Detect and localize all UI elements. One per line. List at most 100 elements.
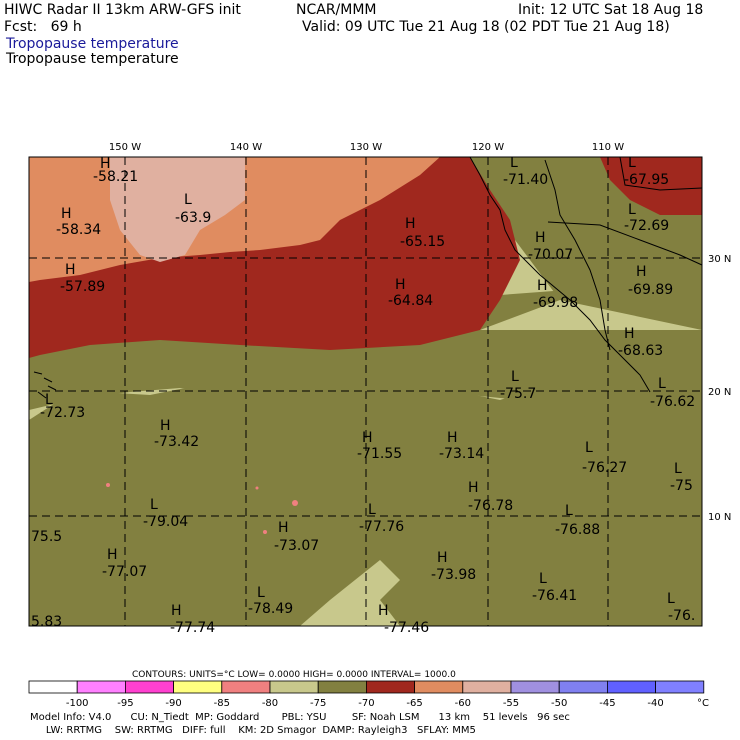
legend-swatch bbox=[269, 680, 319, 694]
low-value: -76.27 bbox=[582, 460, 627, 476]
legend-swatch bbox=[510, 680, 560, 694]
low-marker: L bbox=[45, 392, 53, 408]
low-marker: L bbox=[511, 369, 519, 385]
low-value: -75 bbox=[670, 478, 693, 494]
field-title-contour: Tropopause temperature bbox=[6, 51, 179, 67]
high-value: -58.34 bbox=[56, 222, 101, 238]
legend-swatch bbox=[28, 680, 78, 694]
low-value: -75.7 bbox=[500, 386, 536, 402]
low-value: -76.88 bbox=[555, 522, 600, 538]
lat-label: 10 N bbox=[708, 512, 731, 523]
legend-tick-label: -75 bbox=[310, 698, 326, 709]
low-value: -72.73 bbox=[40, 405, 85, 421]
high-value: -58.21 bbox=[93, 169, 138, 185]
high-value: -65.15 bbox=[400, 234, 445, 250]
low-value: -79.04 bbox=[143, 514, 188, 530]
lon-label: 120 W bbox=[472, 142, 504, 153]
high-marker: H bbox=[447, 430, 458, 446]
low-marker: L bbox=[628, 155, 636, 171]
edge-value: 75.5 bbox=[31, 529, 62, 545]
lon-label: 150 W bbox=[109, 142, 141, 153]
legend-swatch bbox=[558, 680, 608, 694]
legend-tick-label: -40 bbox=[647, 698, 663, 709]
high-marker: H bbox=[171, 603, 182, 619]
legend-swatch bbox=[317, 680, 367, 694]
low-marker: L bbox=[150, 497, 158, 513]
high-marker: H bbox=[624, 326, 635, 342]
high-value: -68.63 bbox=[618, 343, 663, 359]
valid-time: Valid: 09 UTC Tue 21 Aug 18 (02 PDT Tue … bbox=[302, 19, 670, 35]
lat-label: 20 N bbox=[708, 387, 731, 398]
map-frame bbox=[28, 156, 703, 627]
shade-band-minus75 bbox=[29, 280, 702, 626]
high-value: -77.46 bbox=[384, 620, 429, 636]
legend-swatch bbox=[414, 680, 464, 694]
high-value: -73.07 bbox=[274, 538, 319, 554]
low-marker: L bbox=[257, 585, 265, 601]
high-marker: H bbox=[437, 550, 448, 566]
high-marker: H bbox=[160, 418, 171, 434]
low-value: -63.9 bbox=[175, 210, 211, 226]
low-value: -78.49 bbox=[248, 601, 293, 617]
high-marker: H bbox=[65, 262, 76, 278]
high-marker: H bbox=[378, 603, 389, 619]
hawaii-islands bbox=[33, 371, 57, 399]
low-marker: L bbox=[628, 202, 636, 218]
high-marker: H bbox=[468, 480, 479, 496]
high-value: -73.42 bbox=[154, 434, 199, 450]
coastline bbox=[469, 156, 651, 393]
run-title: HIWC Radar II 13km ARW-GFS init bbox=[4, 2, 241, 18]
legend-swatch bbox=[173, 680, 223, 694]
high-marker: H bbox=[362, 430, 373, 446]
field-title-shaded: Tropopause temperature bbox=[6, 36, 179, 52]
legend-tick-label: -45 bbox=[599, 698, 615, 709]
legend-unit: °C bbox=[697, 698, 709, 709]
low-marker: L bbox=[565, 503, 573, 519]
high-marker: H bbox=[107, 547, 118, 563]
color-legend-ticks: -100 -95 -90 -85 -80 -75 -70 -65 -60 -55 -50 -45 -40 bbox=[66, 698, 664, 709]
legend-swatch bbox=[607, 680, 657, 694]
low-marker: L bbox=[658, 376, 666, 392]
forecast-hour: Fcst: 69 h bbox=[4, 19, 82, 35]
legend-swatch bbox=[365, 680, 415, 694]
legend-tick-label: -60 bbox=[455, 698, 471, 709]
shade-band-minus60 bbox=[110, 157, 245, 262]
high-marker: H bbox=[278, 520, 289, 536]
low-value: -76.41 bbox=[532, 588, 577, 604]
high-value: -57.89 bbox=[60, 279, 105, 295]
legend-tick-label: -50 bbox=[551, 698, 567, 709]
legend-swatch bbox=[221, 680, 271, 694]
legend-tick-label: -70 bbox=[358, 698, 374, 709]
lat-lon-grid bbox=[29, 157, 702, 626]
high-value: -69.89 bbox=[628, 282, 673, 298]
lon-label: 140 W bbox=[230, 142, 262, 153]
init-time: Init: 12 UTC Sat 18 Aug 18 bbox=[518, 2, 704, 18]
contours-info: CONTOURS: UNITS=°C LOW= 0.0000 HIGH= 0.0… bbox=[132, 670, 456, 680]
low-value: -67.95 bbox=[624, 172, 669, 188]
legend-tick-label: -65 bbox=[406, 698, 422, 709]
high-value: -70.07 bbox=[528, 247, 573, 263]
legend-swatch bbox=[125, 680, 175, 694]
institution-label: NCAR/MMM bbox=[296, 2, 377, 18]
low-marker: L bbox=[667, 591, 675, 607]
low-marker: L bbox=[585, 440, 593, 456]
lat-label: 30 N bbox=[708, 254, 731, 265]
legend-swatch bbox=[462, 680, 512, 694]
high-value: -69.98 bbox=[533, 295, 578, 311]
model-info-line2: LW: RRTMG SW: RRTMG DIFF: full KM: 2D Sm… bbox=[30, 725, 476, 736]
high-value: -73.14 bbox=[439, 446, 484, 462]
model-info-line1: Model Info: V4.0 CU: N_Tiedt MP: Goddard… bbox=[30, 712, 570, 723]
legend-tick-label: -90 bbox=[165, 698, 181, 709]
low-marker: L bbox=[510, 155, 518, 171]
legend-tick-label: -85 bbox=[214, 698, 230, 709]
high-value: -64.84 bbox=[388, 293, 433, 309]
low-value: -76.62 bbox=[650, 394, 695, 410]
high-marker: H bbox=[535, 230, 546, 246]
legend-swatch bbox=[76, 680, 126, 694]
high-value: -73.98 bbox=[431, 567, 476, 583]
legend-tick-label: -55 bbox=[503, 698, 519, 709]
high-value: -77.74 bbox=[170, 620, 215, 636]
high-marker: H bbox=[636, 264, 647, 280]
legend-tick-label: -95 bbox=[117, 698, 133, 709]
